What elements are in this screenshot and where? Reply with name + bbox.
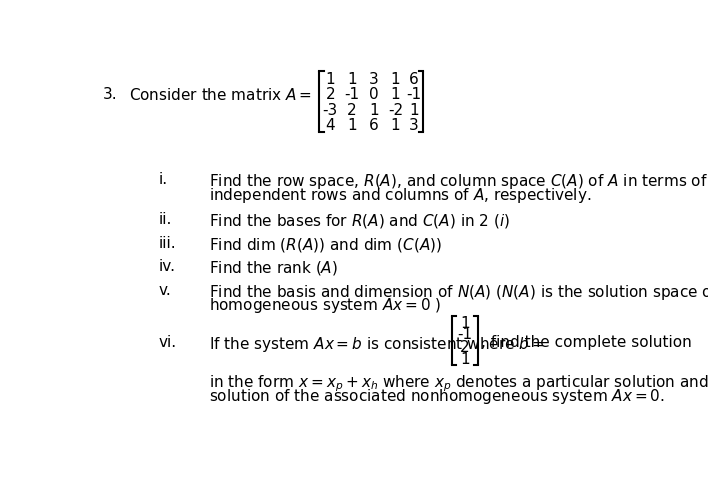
Text: 6: 6 (409, 72, 419, 86)
Text: 1: 1 (326, 72, 335, 86)
Text: 1: 1 (460, 351, 470, 366)
Text: 1: 1 (460, 315, 470, 330)
Text: 3.: 3. (103, 87, 117, 102)
Text: 3: 3 (409, 118, 419, 132)
Text: iv.: iv. (159, 259, 176, 274)
Text: Find the rank $(A)$: Find the rank $(A)$ (209, 259, 338, 277)
Text: 2: 2 (326, 87, 335, 102)
Text: Find dim $(R(A))$ and dim $(C(A))$: Find dim $(R(A))$ and dim $(C(A))$ (209, 236, 442, 254)
Text: iii.: iii. (159, 236, 176, 251)
Text: If the system $Ax=b$ is consistent where $b=$: If the system $Ax=b$ is consistent where… (209, 334, 544, 353)
Text: 1: 1 (391, 72, 400, 86)
Text: 2: 2 (460, 339, 470, 354)
Text: ii.: ii. (159, 211, 171, 226)
Text: v.: v. (159, 282, 171, 297)
Text: Find the bases for $R(A)$ and $C(A)$ in 2 $(i)$: Find the bases for $R(A)$ and $C(A)$ in … (209, 211, 510, 229)
Text: 1: 1 (409, 102, 419, 117)
Text: vi.: vi. (159, 334, 176, 349)
Text: -1: -1 (344, 87, 360, 102)
Text: 2: 2 (347, 102, 357, 117)
Text: 4: 4 (326, 118, 335, 132)
Text: solution of the associated nonhomogeneous system $Ax=0$.: solution of the associated nonhomogeneou… (209, 386, 665, 406)
Text: 1: 1 (347, 72, 357, 86)
Text: Find the row space, $R(A)$, and column space $C(A)$ of $A$ in terms of linearly: Find the row space, $R(A)$, and column s… (209, 171, 708, 190)
Text: -1: -1 (406, 87, 421, 102)
Text: -2: -2 (388, 102, 403, 117)
Text: -1: -1 (457, 327, 473, 342)
Text: Find the basis and dimension of $N(A)$ $(N(A)$ is the solution space of the: Find the basis and dimension of $N(A)$ $… (209, 282, 708, 301)
Text: Consider the matrix $A=$: Consider the matrix $A=$ (129, 86, 312, 102)
Text: -3: -3 (323, 102, 338, 117)
Text: i.: i. (159, 171, 167, 186)
Text: , find the complete solution: , find the complete solution (481, 334, 692, 349)
Text: 1: 1 (391, 87, 400, 102)
Text: 0: 0 (369, 87, 379, 102)
Text: homogeneous system $Ax=0$ ): homogeneous system $Ax=0$ ) (209, 296, 441, 315)
Text: independent rows and columns of $A$, respectively.: independent rows and columns of $A$, res… (209, 185, 591, 204)
Text: 3: 3 (369, 72, 379, 86)
Text: 1: 1 (347, 118, 357, 132)
Text: 1: 1 (391, 118, 400, 132)
Text: in the form $x=x_p+x_h$ where $x_p$ denotes a particular solution and $x_h$ deno: in the form $x=x_p+x_h$ where $x_p$ deno… (209, 372, 708, 393)
Text: 1: 1 (369, 102, 379, 117)
Text: 6: 6 (369, 118, 379, 132)
